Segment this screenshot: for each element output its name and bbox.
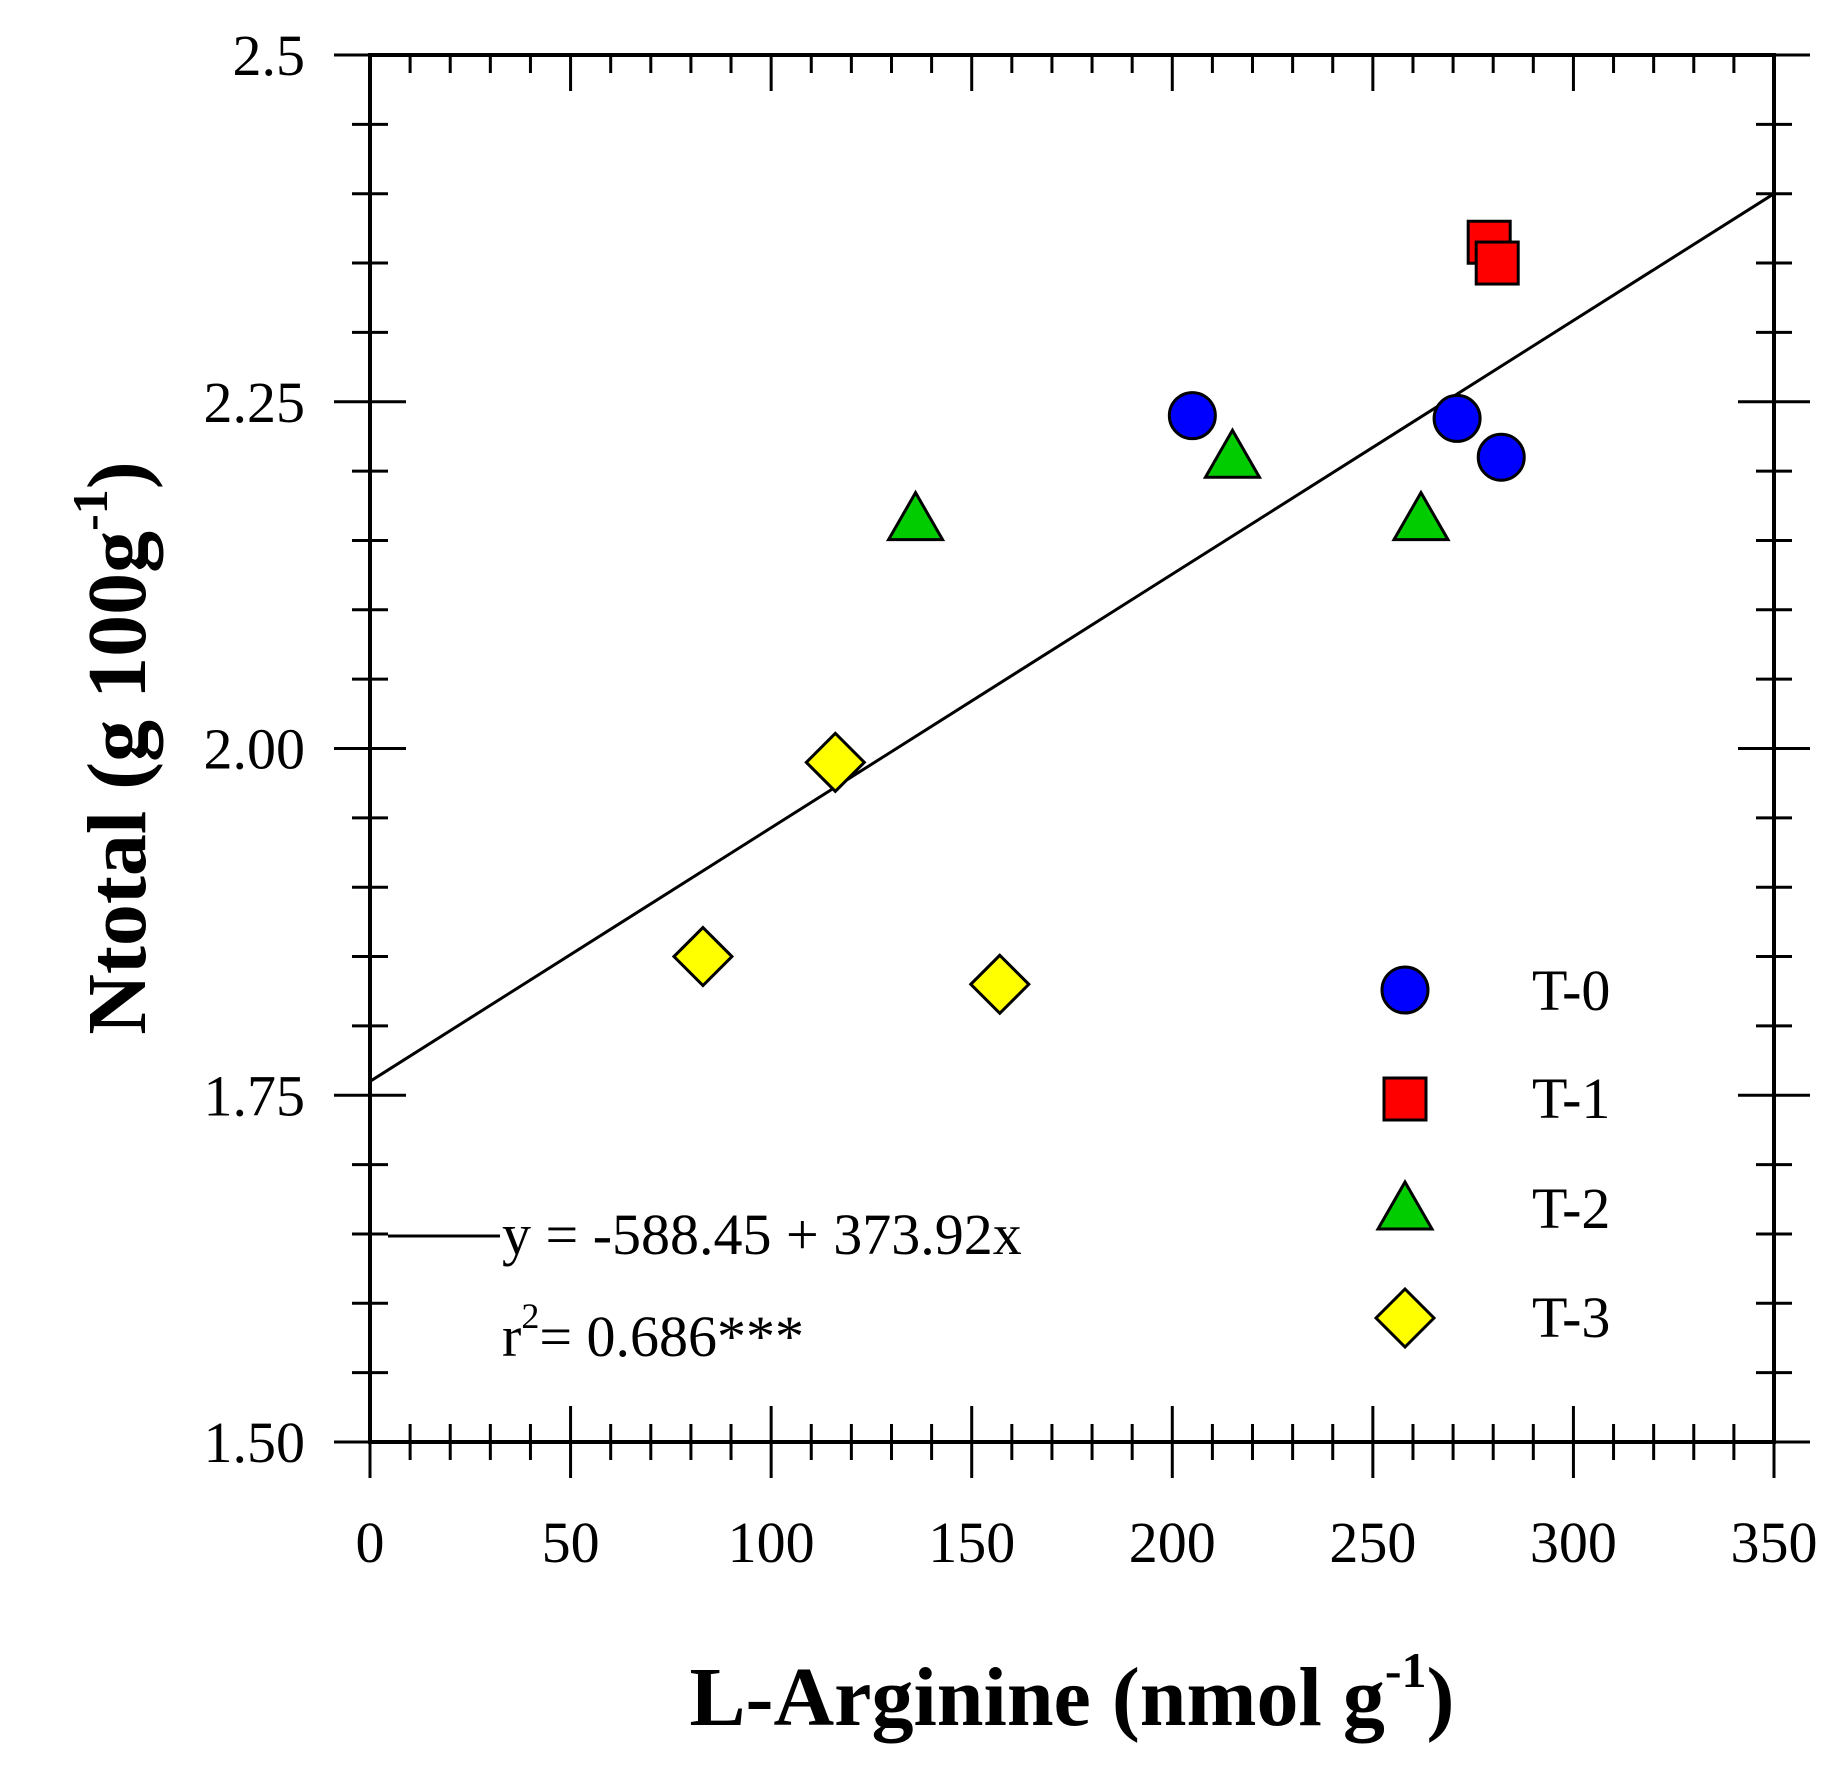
data-point-t-2 [1202, 427, 1263, 479]
equation-text: y = -588.45 + 373.92x [502, 1202, 1022, 1267]
y-tick-label: 1.50 [204, 1410, 306, 1475]
y-axis-title-sup: -1 [62, 489, 118, 531]
x-tick-label: 100 [728, 1510, 815, 1575]
r-squared-text: r2= 0.686*** [502, 1296, 804, 1369]
legend-label-t2: T-2 [1532, 1176, 1610, 1241]
legend-marker-t-0 [1380, 965, 1430, 1015]
regression-line [369, 192, 1775, 1083]
regression-annotation: y = -588.45 + 373.92x r2= 0.686*** [388, 1202, 1022, 1369]
x-axis-title-end: ) [1427, 1651, 1455, 1744]
data-point-t-3 [968, 953, 1031, 1016]
legend-marker-t-1 [1382, 1076, 1428, 1122]
axis-ticks [334, 53, 1810, 1478]
x-axis-title-main: L-Arginine (nmol g [690, 1651, 1385, 1744]
legend-markers [1373, 965, 1437, 1350]
y-tick-label: 2.00 [204, 717, 306, 782]
data-points [671, 219, 1526, 1016]
data-point-t-3 [671, 925, 735, 988]
x-tick-label: 350 [1731, 1510, 1818, 1575]
legend-marker-t-3 [1373, 1286, 1437, 1350]
legend-label-t1: T-1 [1532, 1066, 1610, 1131]
x-tick-label: 200 [1129, 1510, 1216, 1575]
legend-marker-t-2 [1375, 1178, 1435, 1231]
x-tick-label: 50 [542, 1510, 600, 1575]
data-point-t-0 [1476, 432, 1526, 482]
x-tick-label: 0 [356, 1510, 385, 1575]
y-axis-title-main: Ntotal (g 100g [71, 531, 164, 1035]
data-point-t-1 [1474, 240, 1520, 286]
x-tick-label: 300 [1530, 1510, 1617, 1575]
legend: T-0 T-1 T-2 T-3 [1373, 958, 1610, 1350]
data-point-t-3 [804, 731, 867, 794]
data-point-t-0 [1432, 393, 1482, 443]
data-point-t-2 [885, 489, 946, 542]
x-tick-label: 150 [928, 1510, 1015, 1575]
axis-tick-labels: 0 50 100 150 200 250 300 350 1.50 1.75 2.00 2.25 2.5 [204, 23, 1818, 1575]
y-tick-label: 1.75 [204, 1063, 306, 1128]
x-axis-title: L-Arginine (nmol g-1) [690, 1642, 1455, 1744]
legend-label-t0: T-0 [1532, 958, 1610, 1023]
r-squared-prefix: r [502, 1304, 521, 1369]
r-squared-superscript: 2 [521, 1296, 539, 1336]
data-point-t-0 [1167, 391, 1217, 441]
y-axis-title-end: ) [71, 461, 164, 489]
x-axis-title-sup: -1 [1385, 1642, 1427, 1698]
y-tick-label: 2.25 [204, 370, 306, 435]
data-point-t-2 [1391, 489, 1451, 542]
legend-label-t3: T-3 [1532, 1285, 1610, 1350]
r-squared-value: = 0.686*** [539, 1304, 804, 1369]
y-axis-title: Ntotal (g 100g-1) [62, 461, 164, 1035]
x-tick-label: 250 [1329, 1510, 1416, 1575]
y-tick-label: 2.5 [233, 23, 306, 88]
